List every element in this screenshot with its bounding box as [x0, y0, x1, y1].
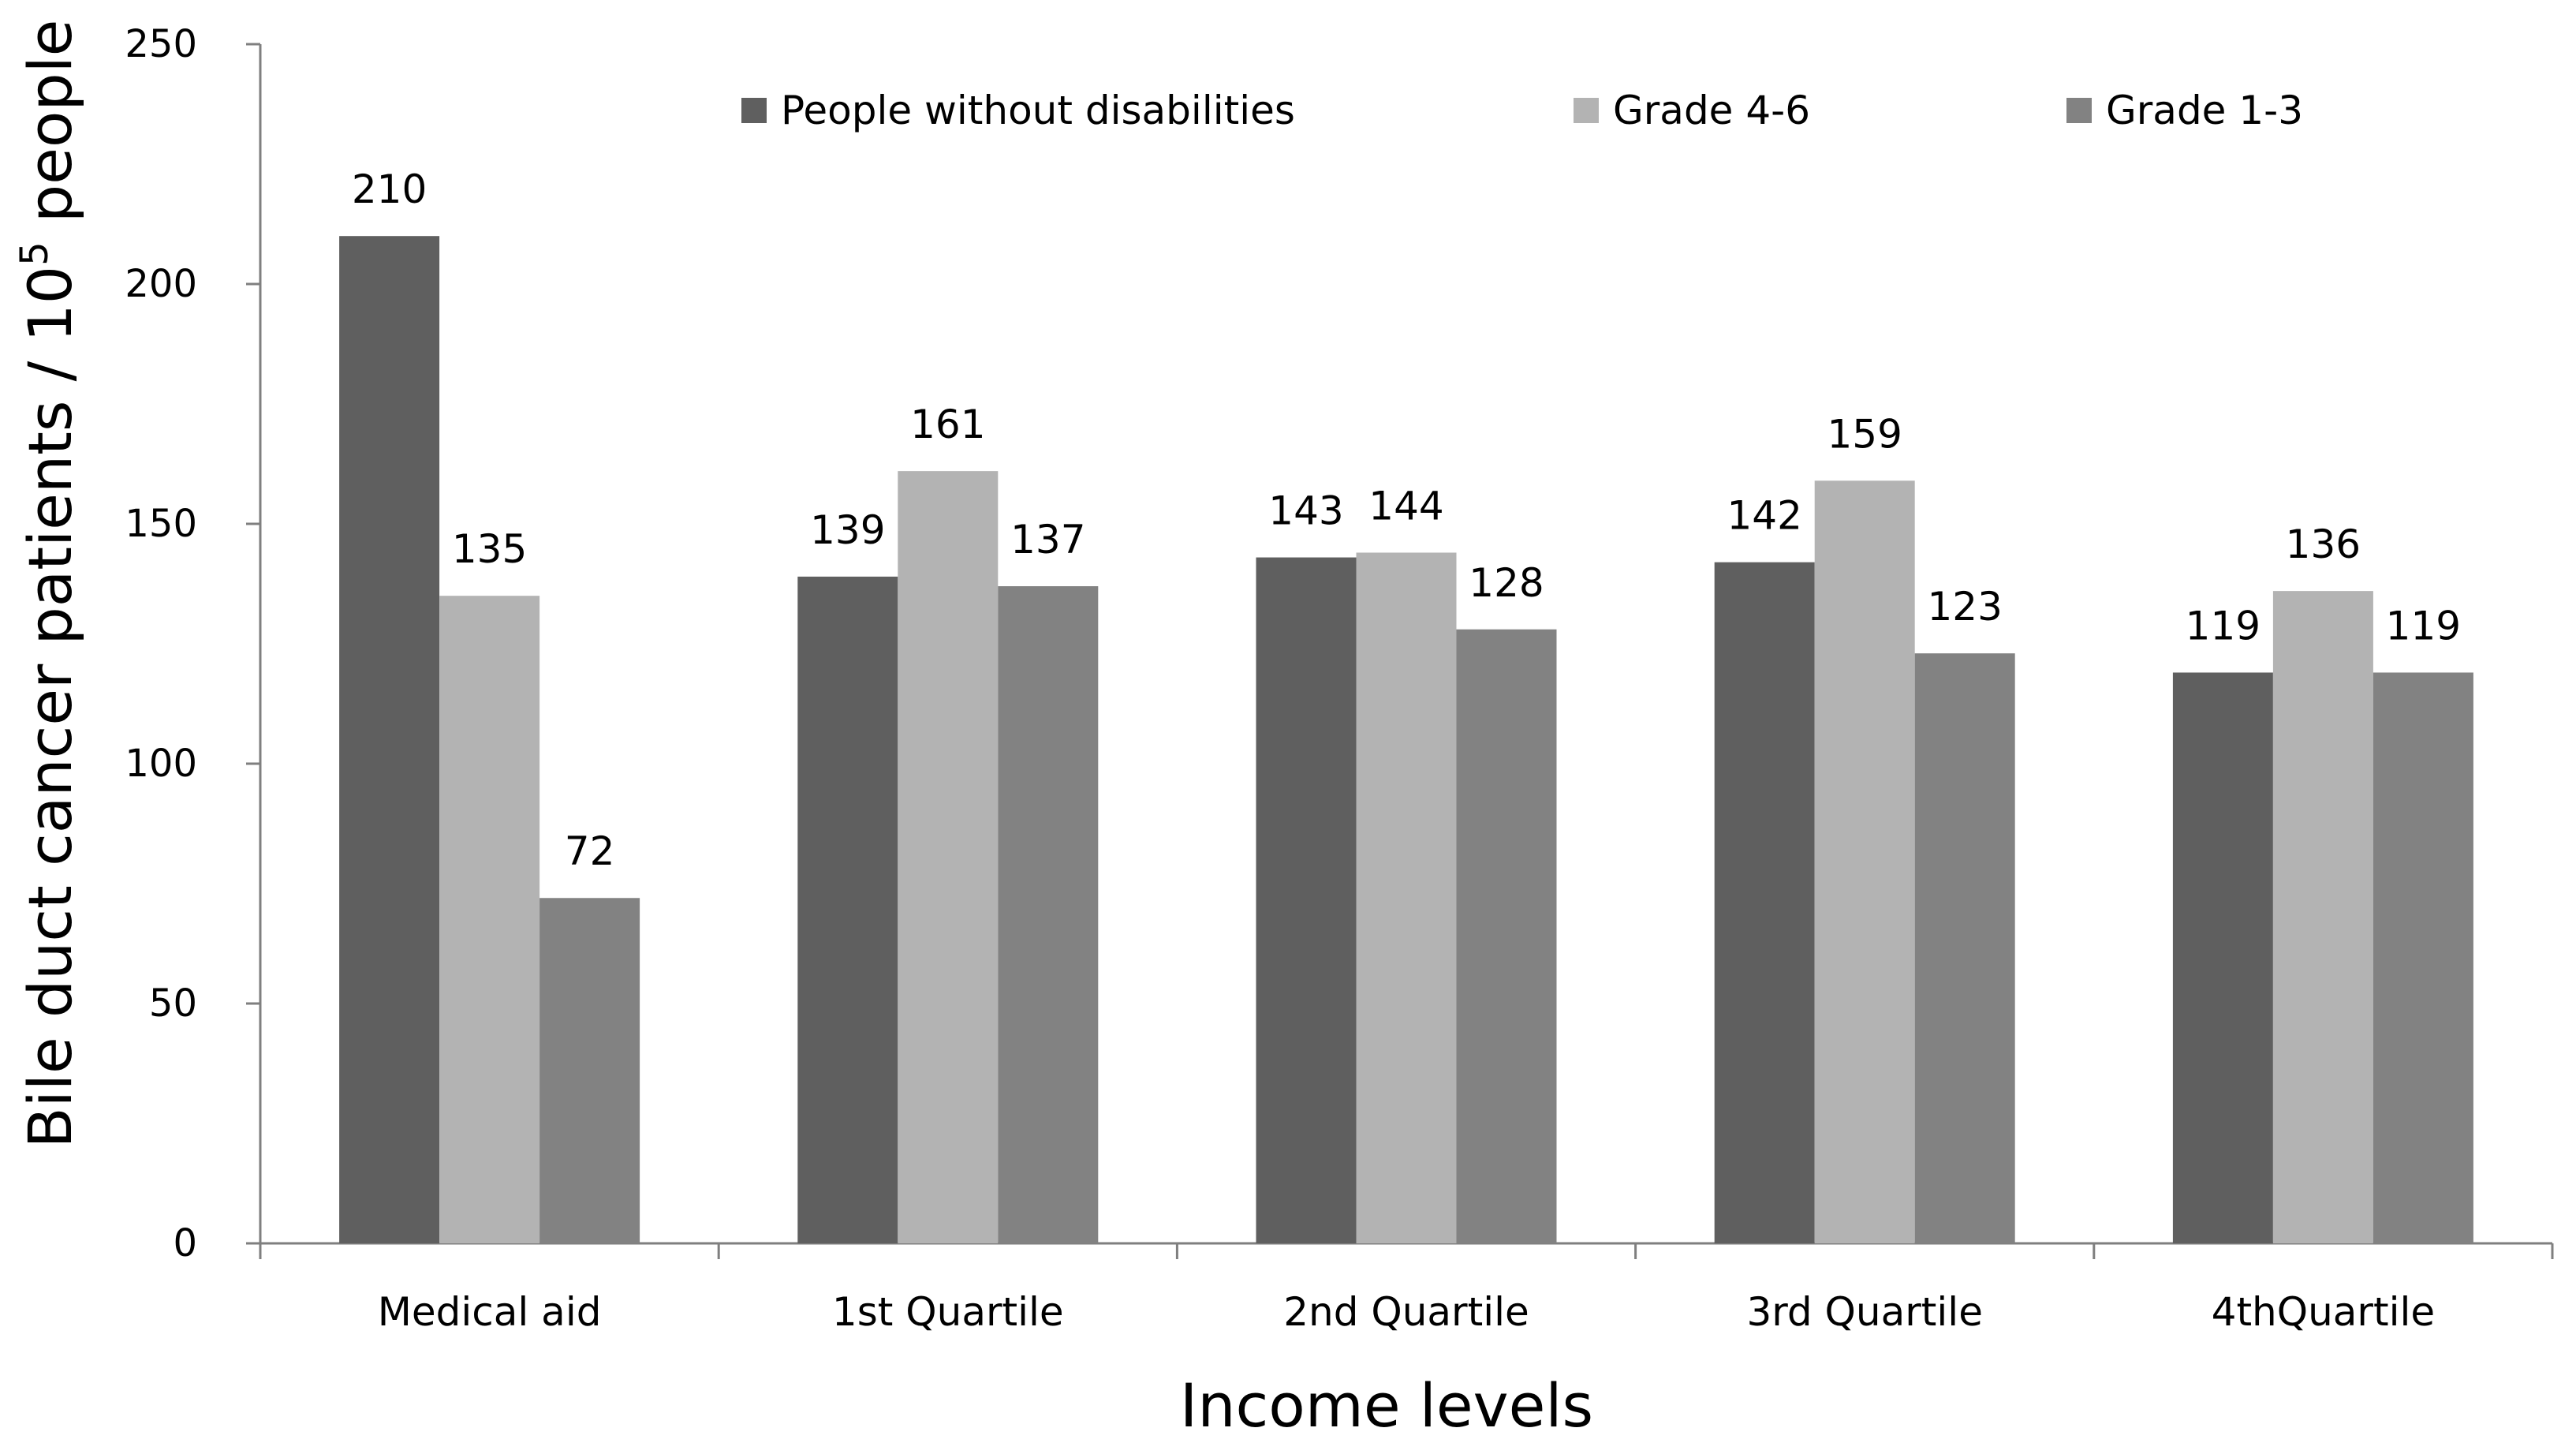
bar [1814, 480, 1915, 1243]
y-axis-title-suffix: people [15, 20, 85, 242]
data-label: 142 [1727, 493, 1801, 539]
bar [1714, 562, 1815, 1243]
data-label: 159 [1827, 411, 1902, 457]
y-axis-title-main: Bile duct cancer patients / 10 [15, 266, 85, 1149]
x-tick-label: 2nd Quartile [1283, 1289, 1529, 1335]
data-label: 143 [1268, 488, 1343, 534]
data-label: 136 [2286, 521, 2361, 567]
bar [2172, 672, 2273, 1243]
data-label: 161 [910, 402, 985, 447]
bar [2373, 672, 2473, 1243]
bar [339, 236, 440, 1244]
bars [339, 236, 2473, 1244]
legend-swatch [741, 98, 767, 123]
bar [1256, 557, 1357, 1243]
x-tick-label: 1st Quartile [832, 1289, 1064, 1335]
data-label: 128 [1469, 560, 1544, 606]
legend-swatch [1574, 98, 1599, 123]
bar [1356, 552, 1457, 1243]
y-tick-label: 250 [125, 22, 197, 66]
y-tick-label: 50 [149, 981, 197, 1026]
data-label: 137 [1010, 517, 1085, 563]
y-tick-label: 200 [125, 262, 197, 306]
bar [439, 596, 540, 1243]
data-label: 123 [1927, 584, 2002, 630]
data-label: 144 [1368, 483, 1443, 529]
legend: People without disabilities Grade 4-6 Grad… [741, 88, 2303, 133]
x-tick-label: 3rd Quartile [1746, 1289, 1983, 1335]
y-tick-label: 150 [125, 502, 197, 546]
data-label: 135 [452, 526, 527, 572]
y-axis-title: Bile duct cancer patients / 105 people [13, 20, 85, 1149]
x-tick-label: 4thQuartile [2212, 1289, 2436, 1335]
bar [797, 576, 898, 1243]
bar [1456, 629, 1557, 1243]
bar [2272, 591, 2373, 1243]
x-tick-label: Medical aid [378, 1289, 602, 1335]
data-label: 119 [2386, 603, 2461, 649]
legend-swatch [2066, 98, 2092, 123]
legend-label: Grade 4-6 [1613, 88, 1810, 133]
x-axis-title: Income levels [1180, 1370, 1593, 1441]
data-label: 210 [352, 166, 427, 212]
data-label: 139 [810, 507, 885, 553]
legend-label: People without disabilities [781, 88, 1295, 133]
legend-label: Grade 1-3 [2106, 88, 2303, 133]
bar [898, 471, 999, 1243]
y-tick-label: 100 [125, 742, 197, 786]
bar [998, 586, 1099, 1243]
data-label: 119 [2186, 603, 2261, 649]
data-labels: 210 139 143 142 119 135 161 144 159 136 72 137 128 12… [352, 166, 2461, 874]
y-axis-title-exponent: 5 [13, 241, 57, 266]
data-label: 72 [565, 828, 615, 874]
bar [1914, 653, 2015, 1243]
axes: 0 50 100 150 200 250 Medical aid 1st Quartile 2n… [125, 22, 2554, 1335]
bar [539, 898, 640, 1243]
y-tick-label: 0 [173, 1221, 197, 1265]
